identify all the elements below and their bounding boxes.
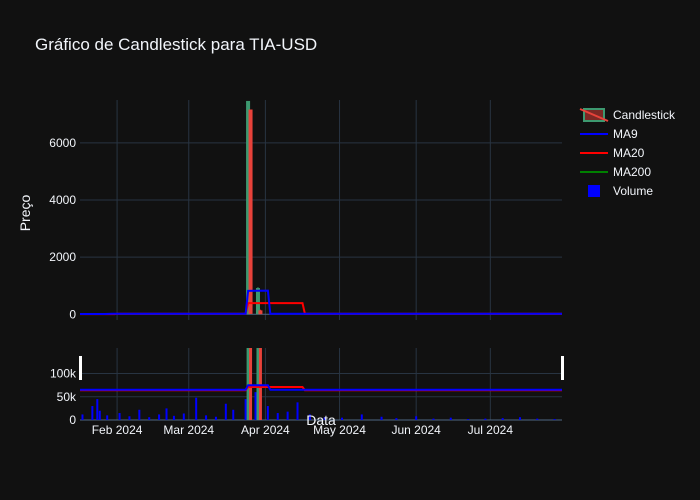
volume-bar [380, 416, 383, 420]
volume-bar [449, 417, 452, 420]
legend-swatch-candlestick-line [579, 108, 609, 122]
volume-bar [244, 399, 247, 420]
candle-body [258, 310, 263, 315]
volume-bar [96, 399, 99, 420]
range-slider-handle-right [561, 356, 564, 380]
volume-bar [118, 413, 121, 420]
chart-title: Gráfico de Candlestick para TIA-USD [35, 35, 317, 54]
legend-label[interactable]: MA20 [613, 146, 645, 160]
volume-bar [128, 416, 131, 420]
volume-bar [501, 418, 504, 420]
volume-bar [106, 415, 109, 420]
price-panel: 0 2000 4000 6000 [49, 100, 562, 321]
volume-bar [148, 417, 151, 420]
x-axis-label: Data [306, 412, 336, 428]
x-tick-label: Jun 2024 [391, 423, 441, 437]
volume-bar [395, 418, 398, 420]
legend-swatch-volume [588, 185, 600, 197]
price-series [80, 100, 562, 316]
x-axis-ticks: Feb 2024 Mar 2024 Apr 2024 May 2024 Jun 2024… [92, 423, 514, 437]
price-tick-label: 0 [69, 307, 76, 321]
volume-candle-mark [256, 348, 260, 420]
volume-bar [158, 414, 161, 420]
volume-bar [98, 410, 101, 420]
price-y-ticks: 0 2000 4000 6000 [49, 136, 76, 321]
ma20-line [80, 302, 562, 316]
volume-candle-mark [249, 348, 253, 420]
volume-bar [276, 413, 279, 420]
x-tick-label: Jul 2024 [468, 423, 514, 437]
x-tick-label: Feb 2024 [92, 423, 143, 437]
price-tick-label: 4000 [49, 193, 76, 207]
volume-bar [182, 413, 185, 420]
volume-candle-mark [246, 348, 250, 420]
y-axis-label: Preço [17, 195, 33, 232]
volume-bar [172, 415, 175, 420]
legend[interactable]: Candlestick MA9 MA20 MA200 Volume [579, 108, 676, 198]
legend-label[interactable]: Volume [613, 184, 653, 198]
volume-bar [323, 417, 326, 420]
volume-bar [341, 417, 344, 420]
volume-bar [467, 419, 470, 420]
x-tick-label: Apr 2024 [241, 423, 290, 437]
x-tick-label: May 2024 [313, 423, 366, 437]
volume-bar [553, 419, 556, 420]
legend-label[interactable]: MA9 [613, 127, 638, 141]
volume-tick-label: 50k [57, 390, 77, 404]
volume-bar [432, 418, 435, 420]
volume-bar [224, 403, 227, 420]
volume-bar [254, 392, 257, 420]
volume-bar [536, 418, 539, 420]
volume-bar [415, 416, 418, 420]
legend-label[interactable]: MA200 [613, 165, 651, 179]
volume-bar [484, 418, 487, 420]
volume-bar [232, 409, 235, 420]
ma9-line [80, 289, 562, 315]
candle-body [255, 288, 260, 315]
volume-bar [195, 397, 198, 420]
x-tick-label: Mar 2024 [163, 423, 214, 437]
volume-bar [518, 417, 521, 420]
volume-bar [205, 415, 208, 420]
volume-series [79, 348, 564, 420]
legend-label[interactable]: Candlestick [613, 108, 676, 122]
volume-bar [360, 414, 363, 420]
volume-bar [91, 406, 94, 420]
volume-bar [138, 409, 141, 420]
volume-panel: 0 50k 100k [50, 348, 564, 427]
volume-bar [165, 408, 168, 420]
volume-tick-label: 100k [50, 367, 77, 381]
candle-body [248, 109, 253, 314]
volume-bar [286, 411, 289, 420]
volume-bar [296, 402, 299, 420]
volume-y-ticks: 0 50k 100k [50, 367, 77, 427]
volume-bar [214, 416, 217, 420]
volume-ma9-line [80, 384, 562, 391]
volume-tick-label: 0 [69, 413, 76, 427]
price-tick-label: 6000 [49, 136, 76, 150]
volume-grid [80, 348, 562, 421]
volume-bar [308, 414, 311, 420]
range-slider-handle-left [79, 356, 82, 380]
price-grid [80, 100, 562, 320]
volume-candle-mark [258, 348, 262, 420]
volume-bar [266, 406, 269, 420]
volume-bar [81, 414, 84, 420]
price-tick-label: 2000 [49, 250, 76, 264]
